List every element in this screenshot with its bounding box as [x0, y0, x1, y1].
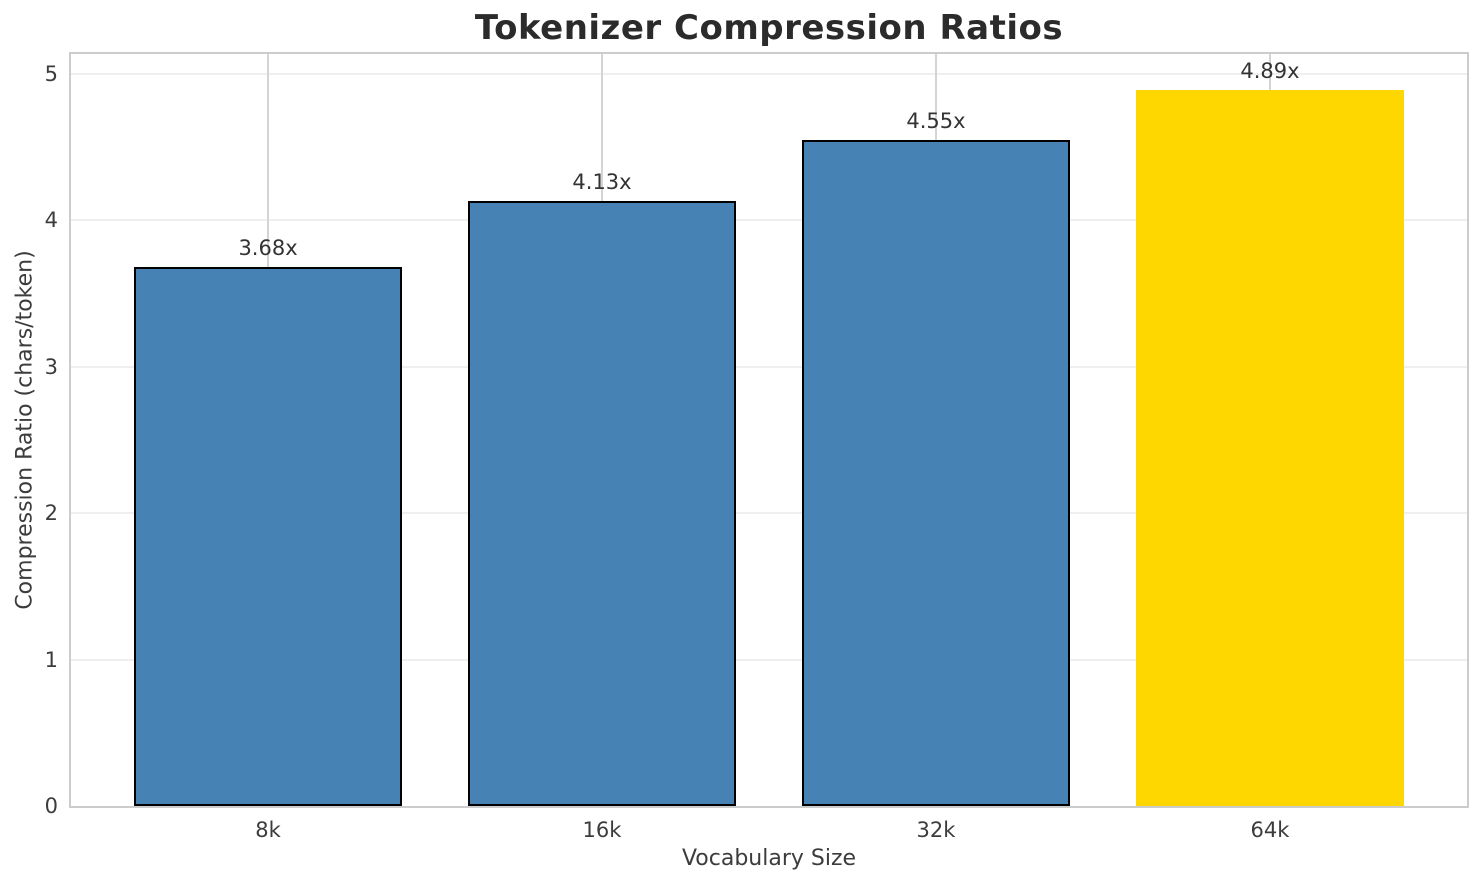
y-tick-label-4: 4 [44, 208, 58, 233]
bar-value-label: 4.55x [906, 108, 966, 133]
y-axis-label: Compression Ratio (chars/token) [12, 250, 38, 610]
plot-area: 3.68x 4.13x 4.55x 4.89x [69, 52, 1469, 808]
x-tick-label-32k: 32k [916, 818, 956, 842]
bar-32k [802, 139, 1070, 806]
x-tick-label-8k: 8k [255, 818, 281, 842]
bar-value-label: 4.89x [1240, 58, 1300, 83]
x-tick-label-16k: 16k [582, 818, 622, 842]
bar-8k [134, 267, 402, 806]
y-tick-label-2: 2 [44, 501, 58, 526]
y-tick-label-0: 0 [44, 794, 58, 818]
y-tick-label-3: 3 [44, 354, 58, 379]
y-tick-label-5: 5 [44, 61, 58, 86]
x-axis-label: Vocabulary Size [681, 846, 857, 871]
horizontal-gridline [71, 512, 1467, 515]
horizontal-gridline [71, 219, 1467, 222]
y-tick-label-1: 1 [44, 647, 58, 672]
x-tick-label-64k: 64k [1250, 818, 1290, 842]
bar-16k [468, 201, 736, 806]
bar-value-label: 3.68x [238, 236, 298, 261]
bar-64k [1136, 89, 1404, 806]
bar-value-label: 4.13x [572, 170, 632, 195]
horizontal-gridline [71, 658, 1467, 661]
horizontal-gridline [71, 365, 1467, 368]
chart-title: Tokenizer Compression Ratios [474, 8, 1064, 48]
horizontal-gridline [71, 72, 1467, 75]
